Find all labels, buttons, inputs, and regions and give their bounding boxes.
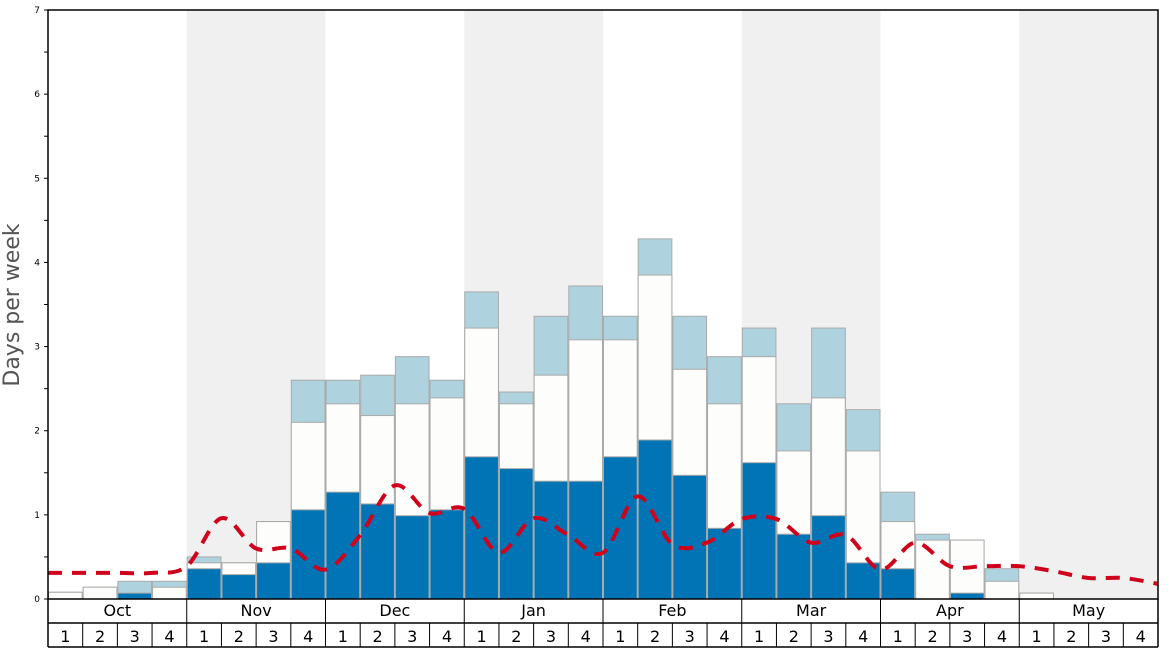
week-label: 3 <box>130 627 140 646</box>
week-label: 3 <box>546 627 556 646</box>
dark-bar <box>117 592 153 600</box>
week-label: 2 <box>789 627 799 646</box>
dark-bar <box>949 592 985 600</box>
month-label-dec: Dec <box>379 601 410 620</box>
dark-bar <box>568 480 603 600</box>
week-label: 4 <box>997 627 1007 646</box>
y-tick-label: 0 <box>34 595 40 605</box>
dark-bar <box>672 474 708 600</box>
dark-bar <box>464 456 499 600</box>
month-label-apr: Apr <box>936 601 964 620</box>
y-tick-label: 2 <box>34 427 40 437</box>
white-bar <box>984 580 1020 600</box>
dark-bar <box>811 515 846 600</box>
week-label: 1 <box>615 627 625 646</box>
white-bar <box>152 586 187 600</box>
week-label: 1 <box>60 627 70 646</box>
week-label: 2 <box>1066 627 1076 646</box>
dark-bar <box>707 527 742 600</box>
y-tick-label: 7 <box>34 6 40 16</box>
dark-bar <box>290 509 326 600</box>
dark-bar <box>533 480 569 600</box>
month-label-oct: Oct <box>104 601 132 620</box>
week-label: 4 <box>858 627 868 646</box>
month-label-may: May <box>1072 601 1105 620</box>
week-label: 2 <box>372 627 382 646</box>
y-tick-label: 6 <box>34 90 40 100</box>
week-label: 3 <box>1101 627 1111 646</box>
week-label: 1 <box>754 627 764 646</box>
week-label: 1 <box>1032 627 1042 646</box>
month-band-may <box>1019 10 1158 599</box>
dark-bar <box>186 568 222 600</box>
week-label: 4 <box>303 627 313 646</box>
dark-bar <box>394 515 430 600</box>
month-label-nov: Nov <box>241 601 272 620</box>
dark-bar <box>256 562 291 600</box>
dark-bar <box>741 462 777 600</box>
y-axis-label: Days per week <box>0 223 25 386</box>
week-label: 3 <box>268 627 278 646</box>
dark-bar <box>221 574 257 600</box>
week-label: 2 <box>927 627 937 646</box>
week-label: 1 <box>477 627 487 646</box>
y-tick-label: 3 <box>34 343 40 353</box>
dark-bar <box>603 456 638 600</box>
week-label: 4 <box>1136 627 1146 646</box>
week-label: 4 <box>719 627 729 646</box>
y-tick-label: 4 <box>34 258 40 268</box>
week-label: 2 <box>95 627 105 646</box>
month-label-jan: Jan <box>520 601 546 620</box>
week-label: 3 <box>823 627 833 646</box>
month-label-feb: Feb <box>658 601 686 620</box>
dark-bar <box>360 503 395 600</box>
week-label: 4 <box>164 627 174 646</box>
white-bar <box>915 539 950 600</box>
week-label: 1 <box>893 627 903 646</box>
y-tick-label: 1 <box>34 511 40 521</box>
week-label: 2 <box>511 627 521 646</box>
week-label: 3 <box>685 627 695 646</box>
white-bar <box>82 586 118 600</box>
dark-bar <box>776 533 812 600</box>
week-label: 1 <box>199 627 209 646</box>
week-label: 2 <box>234 627 244 646</box>
month-label-mar: Mar <box>796 601 827 620</box>
week-label: 3 <box>962 627 972 646</box>
week-label: 1 <box>338 627 348 646</box>
y-tick-label: 5 <box>34 174 40 184</box>
white-bar <box>1019 592 1054 600</box>
week-label: 3 <box>407 627 417 646</box>
dark-bar <box>429 509 465 600</box>
week-label: 4 <box>442 627 452 646</box>
week-label: 2 <box>650 627 660 646</box>
dark-bar <box>325 491 361 600</box>
dark-bar <box>880 568 916 600</box>
average-line <box>47 483 1159 586</box>
week-label: 4 <box>581 627 591 646</box>
white-bar <box>48 591 83 600</box>
